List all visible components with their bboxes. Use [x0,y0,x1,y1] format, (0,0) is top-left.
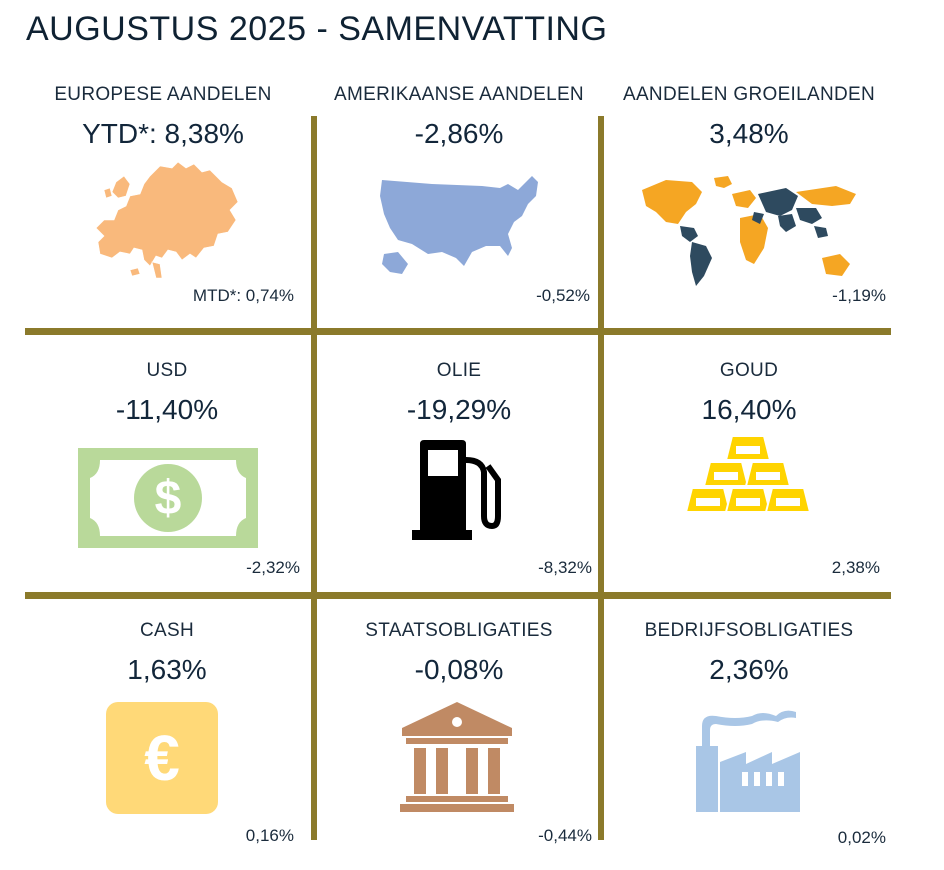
cell-label: BEDRIJFSOBLIGATIES [644,620,854,641]
cell-label: STAATSOBLIGATIES [365,620,553,641]
fuel-pump-icon [412,440,501,540]
cell-cash: CASH 1,63% € 0,16% [22,620,312,870]
cell-value: -2,86% [414,118,504,149]
divider-horizontal-top [25,328,891,335]
cell-mtd: MTD*: 0,74% [192,286,294,305]
page-title: AUGUSTUS 2025 - SAMENVATTING [26,10,608,48]
cell-label: USD [146,360,188,381]
cell-amerikaanse-aandelen: AMERIKAANSE AANDELEN -2,86% -0,52% [314,84,604,334]
cell-value: -11,40% [115,394,219,425]
dollar-bill-icon: $ [78,448,258,548]
cell-label: AMERIKAANSE AANDELEN [334,84,584,105]
cell-mtd: 2,38% [831,558,880,577]
cell-label: AANDELEN GROEILANDEN [622,84,875,105]
cell-aandelen-groeilanden: AANDELEN GROEILANDEN 3,48% -1,19% [604,84,894,334]
cell-mtd: -2,32% [246,558,300,577]
usa-map-icon [380,176,538,274]
divider-horizontal-bottom [25,592,891,599]
cell-label: EUROPESE AANDELEN [54,84,272,105]
euro-icon: € [106,702,218,814]
cell-mtd: -0,44% [538,826,592,845]
divider-vertical-left [311,116,317,840]
svg-text:€: € [144,722,180,794]
cell-mtd: 0,16% [245,826,294,845]
cell-olie: OLIE -19,29% -8,32% [314,360,604,610]
cell-value: YTD*: 8,38% [82,118,244,149]
gold-bars-icon [686,435,810,513]
cell-usd: USD -11,40% $ -2,32% [22,360,312,610]
government-building-icon [400,702,514,812]
cell-goud: GOUD 16,40% 2,38% [604,360,894,610]
cell-bedrijfsobligaties: BEDRIJFSOBLIGATIES 2,36% 0,02% [604,620,894,870]
cell-value: 2,36% [709,654,789,685]
cell-value: 3,48% [709,118,789,149]
cell-label: OLIE [436,360,482,381]
cell-mtd: -0,52% [536,286,590,305]
cell-value: -0,08% [414,654,504,685]
cell-mtd: 0,02% [837,828,886,847]
cell-value: 16,40% [701,394,797,425]
cell-europese-aandelen: EUROPESE AANDELEN YTD*: 8,38% MTD*: 0,74… [18,84,308,334]
world-map-icon [642,176,856,286]
divider-vertical-right [598,116,604,840]
cell-label: CASH [140,620,194,641]
cell-mtd: -1,19% [832,286,886,305]
svg-text:$: $ [155,472,182,525]
cell-staatsobligaties: STAATSOBLIGATIES -0,08% -0,44% [314,620,604,870]
cell-mtd: -8,32% [538,558,592,577]
cell-value: 1,63% [127,654,207,685]
factory-icon [696,710,800,812]
cell-label: GOUD [719,360,779,381]
europe-map-icon [95,162,239,279]
cell-value: -19,29% [406,394,512,425]
